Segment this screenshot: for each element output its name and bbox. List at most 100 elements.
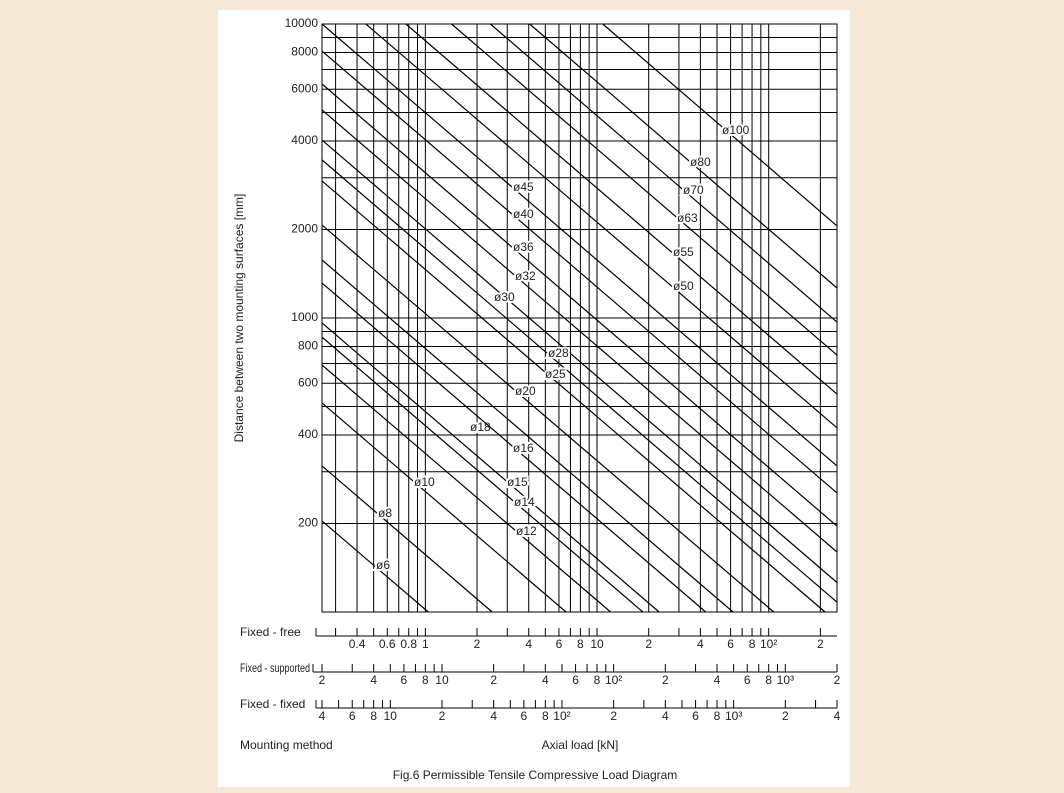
series-line (321, 336, 644, 613)
series-line (321, 83, 838, 527)
x-tick-label: 2 (817, 637, 824, 651)
x-tick-label: 6 (692, 709, 699, 723)
series-line (451, 23, 838, 356)
series-line (321, 139, 838, 583)
series-label: ø80 (690, 155, 711, 169)
x-tick-label: 2 (834, 673, 841, 687)
series-line (321, 109, 838, 553)
x-tick-label: 4 (370, 673, 377, 687)
scale-name: Fixed - supported (240, 661, 310, 675)
x-tick-label: 6 (572, 673, 579, 687)
x-tick-label: 2 (319, 673, 326, 687)
x-tick-label: 6 (349, 709, 356, 723)
series-label: ø10 (414, 475, 435, 489)
series-line (405, 23, 838, 395)
series-label: ø20 (515, 384, 536, 398)
series-label: ø32 (515, 269, 536, 283)
series-label: ø18 (470, 420, 491, 434)
x-tick-label: 10 (384, 709, 398, 723)
y-tick-label: 2000 (291, 222, 318, 236)
x-tick-label: 2 (782, 709, 789, 723)
series-line (321, 282, 707, 613)
series-label: ø63 (677, 211, 698, 225)
x-tick-label: 6 (521, 709, 528, 723)
series-line (321, 50, 838, 494)
scale-name: Fixed - fixed (240, 697, 305, 711)
series-line (321, 364, 612, 613)
x-tick-label: 4 (542, 673, 549, 687)
y-tick-label: 1000 (291, 310, 318, 324)
y-tick-label: 4000 (291, 133, 318, 147)
x-tick-label: 8 (765, 673, 772, 687)
series-label: ø6 (376, 558, 390, 572)
x-tick-label: 10 (435, 673, 449, 687)
x-tick-label: 6 (744, 673, 751, 687)
series-line (321, 465, 493, 613)
x-tick-label: 6 (556, 637, 563, 651)
x-tick-label: 8 (370, 709, 377, 723)
x-tick-label: 4 (490, 709, 497, 723)
x-tick-label: 4 (697, 637, 704, 651)
x-tick-label: 10² (605, 673, 622, 687)
x-tick-label: 2 (662, 673, 669, 687)
x-tick-label: 4 (319, 709, 326, 723)
x-tick-label: 10² (760, 637, 777, 651)
x-tick-label: 8 (714, 709, 721, 723)
series-line (365, 23, 838, 429)
series-line (321, 520, 429, 613)
series-label: ø36 (513, 240, 534, 254)
y-tick-label: 10000 (285, 16, 319, 30)
series-line (602, 23, 838, 227)
series-line (321, 259, 734, 613)
x-tick-label: 6 (401, 673, 408, 687)
series-line (489, 23, 838, 323)
y-tick-label: 400 (298, 427, 318, 441)
x-tick-label: 2 (490, 673, 497, 687)
x-tick-label: 4 (714, 673, 721, 687)
series-label: ø16 (513, 441, 534, 455)
mounting-label: Mounting method (240, 738, 333, 752)
x-tick-label: 10³ (777, 673, 794, 687)
x-tick-label: 1 (422, 637, 429, 651)
x-tick-label: 2 (474, 637, 481, 651)
series-label: ø8 (378, 506, 392, 520)
x-tick-label: 10 (590, 637, 604, 651)
y-tick-label: 8000 (291, 45, 318, 59)
x-tick-label: 4 (662, 709, 669, 723)
y-tick-label: 200 (298, 516, 318, 530)
y-tick-label: 6000 (291, 81, 318, 95)
scale-name: Fixed - free (240, 625, 301, 639)
x-tick-label: 0.8 (400, 637, 417, 651)
series-label: ø50 (673, 279, 694, 293)
panel (218, 10, 850, 787)
series-line (529, 23, 838, 289)
x-tick-label: 4 (834, 709, 841, 723)
series-line (321, 322, 660, 613)
series-label: ø45 (513, 180, 534, 194)
x-tick-label: 8 (749, 637, 756, 651)
series-label: ø14 (514, 495, 535, 509)
y-axis-label: Distance between two mounting surfaces [… (232, 194, 246, 443)
series-label: ø70 (683, 183, 704, 197)
x-tick-label: 8 (594, 673, 601, 687)
series-label: ø40 (513, 207, 534, 221)
series-line (321, 23, 838, 467)
series-label: ø30 (494, 290, 515, 304)
series-line (321, 180, 826, 613)
series-line (321, 402, 567, 613)
x-tick-label: 2 (610, 709, 617, 723)
x-tick-label: 8 (542, 709, 549, 723)
series-label: ø100 (722, 123, 750, 137)
series-label: ø15 (507, 475, 528, 489)
series-label: ø55 (673, 245, 694, 259)
series-line (321, 159, 838, 603)
x-tick-label: 8 (422, 673, 429, 687)
y-tick-label: 600 (298, 375, 318, 389)
x-tick-label: 2 (439, 709, 446, 723)
x-tick-label: 2 (645, 637, 652, 651)
caption: Fig.6 Permissible Tensile Compressive Lo… (393, 768, 678, 782)
plot-frame (321, 23, 838, 613)
x-axis-label: Axial load [kN] (542, 738, 619, 752)
